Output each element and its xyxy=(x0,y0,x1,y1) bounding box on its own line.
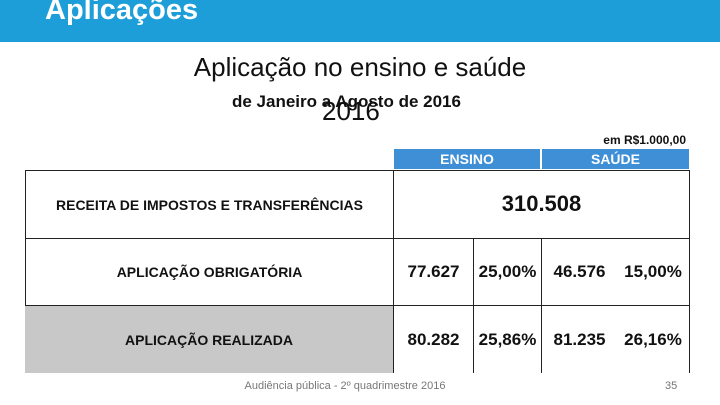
header-title: Aplicações xyxy=(45,0,199,26)
column-header: ENSINO xyxy=(393,148,541,170)
value-cell: 25,86% xyxy=(473,305,541,373)
slide-title-year: 2016 xyxy=(322,96,380,126)
footer-text: Audiência pública - 2º quadrimestre 2016 xyxy=(244,380,446,392)
value-cell: 80.282 xyxy=(393,305,473,373)
page-number: 35 xyxy=(665,380,678,392)
value-cell: 26,16% xyxy=(617,305,690,373)
row-label: APLICAÇÃO REALIZADA xyxy=(25,305,393,373)
value-cell: 46.576 xyxy=(541,238,617,305)
total-cell: 310.508 xyxy=(393,170,690,238)
slide-subtitle: de Janeiro a Agosto de 2016 xyxy=(232,92,461,111)
row-label: RECEITA DE IMPOSTOS E TRANSFERÊNCIAS xyxy=(25,170,393,238)
row-label: APLICAÇÃO OBRIGATÓRIA xyxy=(25,238,393,305)
slide-title: Aplicação no ensino e saúde xyxy=(193,52,527,82)
value-cell: 15,00% xyxy=(617,238,690,305)
unit-note: em R$1.000,00 xyxy=(603,133,686,147)
value-cell: 81.235 xyxy=(541,305,617,373)
value-cell: 77.627 xyxy=(393,238,473,305)
value-cell: 25,00% xyxy=(473,238,541,305)
header-bar xyxy=(0,0,720,42)
column-header: SAÚDE xyxy=(541,148,690,170)
